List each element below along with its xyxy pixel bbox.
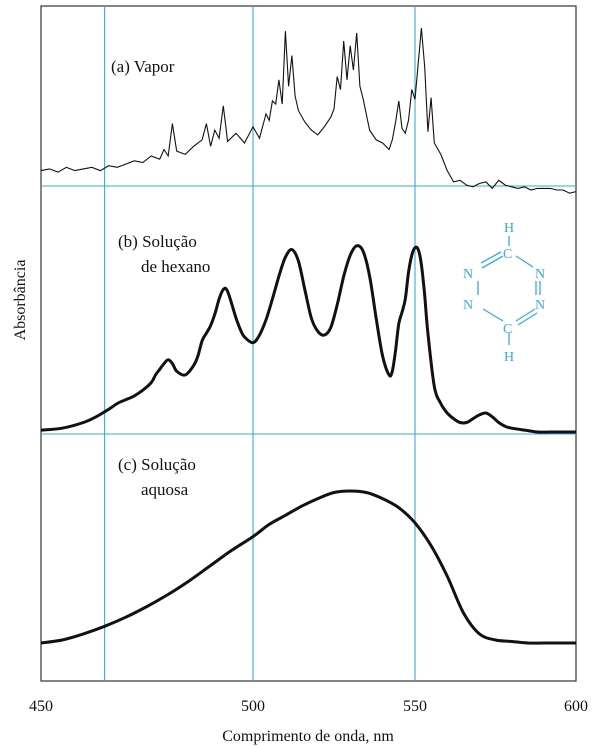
grid-lines [41,6,576,681]
annotation-aquosa-line1: (c) Solução [118,455,196,474]
plot-frame [40,5,577,682]
x-axis-label: Comprimento de onda, nm [222,728,394,745]
annotation-vapor: (a) Vapor [111,57,175,76]
atom-h-top: H [504,221,514,236]
atom-n-lower-left: N [463,298,473,313]
aqueous-spectrum-line [40,489,576,645]
atom-c-top: C [503,247,512,262]
atom-h-bottom: H [504,350,514,365]
tetrazine-molecule: H C N N N N C H [463,221,545,365]
annotation-hexano-line2: de hexano [141,257,210,276]
atom-n-upper-left: N [463,267,473,282]
annotation-aquosa-line2: aquosa [141,480,189,499]
atom-n-upper-right: N [535,267,545,282]
atom-c-bottom: C [503,322,512,337]
atom-n-lower-right: N [535,298,545,313]
x-tick-label: 500 [241,698,265,715]
spectra-curves [40,27,577,645]
annotation-hexano-line1: (b) Solução [118,232,197,251]
x-tick-labels: 450 500 550 600 [29,698,588,715]
molecule-bonds [477,236,541,345]
x-tick-label: 550 [403,698,427,715]
x-tick-label: 600 [564,698,588,715]
vapor-spectrum-line [40,27,577,194]
hexane-spectrum-line [40,244,576,434]
y-axis-label: Absorbância [12,260,29,341]
x-tick-label: 450 [29,698,53,715]
